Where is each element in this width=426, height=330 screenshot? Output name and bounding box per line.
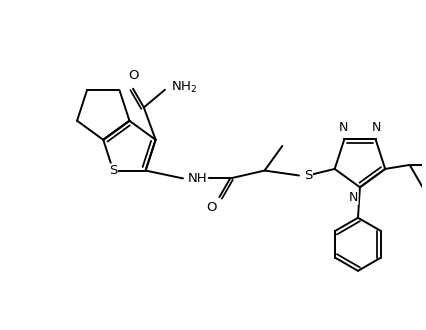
Text: S: S xyxy=(304,169,312,182)
Text: NH$_2$: NH$_2$ xyxy=(171,80,197,95)
Text: O: O xyxy=(128,69,138,82)
Text: NH: NH xyxy=(188,172,207,185)
Text: N: N xyxy=(348,191,358,204)
Text: S: S xyxy=(109,164,118,177)
Text: N: N xyxy=(339,121,348,134)
Text: N: N xyxy=(372,121,381,134)
Text: O: O xyxy=(206,201,217,214)
